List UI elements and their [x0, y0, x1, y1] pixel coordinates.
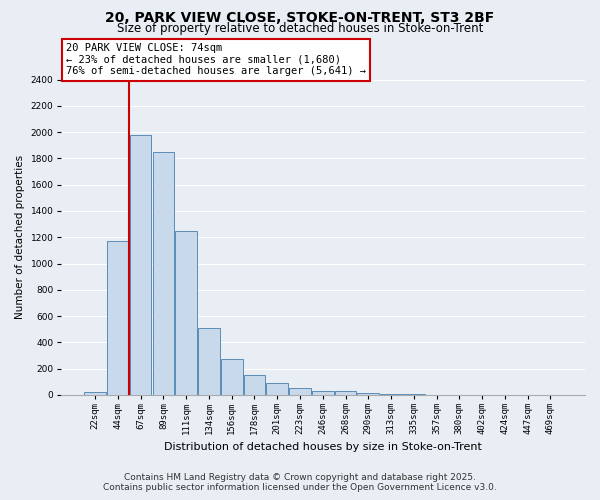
Bar	[107, 241, 129, 395]
Text: 20, PARK VIEW CLOSE, STOKE-ON-TRENT, ST3 2BF: 20, PARK VIEW CLOSE, STOKE-ON-TRENT, ST3…	[106, 11, 494, 25]
Bar	[266, 383, 288, 395]
Bar	[85, 392, 106, 395]
Bar	[221, 360, 242, 395]
Bar	[198, 328, 220, 395]
Text: Contains HM Land Registry data © Crown copyright and database right 2025.
Contai: Contains HM Land Registry data © Crown c…	[103, 473, 497, 492]
X-axis label: Distribution of detached houses by size in Stoke-on-Trent: Distribution of detached houses by size …	[164, 442, 482, 452]
Bar	[403, 394, 425, 395]
Bar	[244, 374, 265, 395]
Bar	[312, 391, 334, 395]
Bar	[289, 388, 311, 395]
Bar	[335, 391, 356, 395]
Bar	[130, 134, 151, 395]
Bar	[358, 393, 379, 395]
Bar	[152, 152, 174, 395]
Text: 20 PARK VIEW CLOSE: 74sqm
← 23% of detached houses are smaller (1,680)
76% of se: 20 PARK VIEW CLOSE: 74sqm ← 23% of detac…	[66, 43, 366, 76]
Bar	[380, 394, 402, 395]
Text: Size of property relative to detached houses in Stoke-on-Trent: Size of property relative to detached ho…	[117, 22, 483, 35]
Bar	[175, 230, 197, 395]
Y-axis label: Number of detached properties: Number of detached properties	[15, 155, 25, 320]
